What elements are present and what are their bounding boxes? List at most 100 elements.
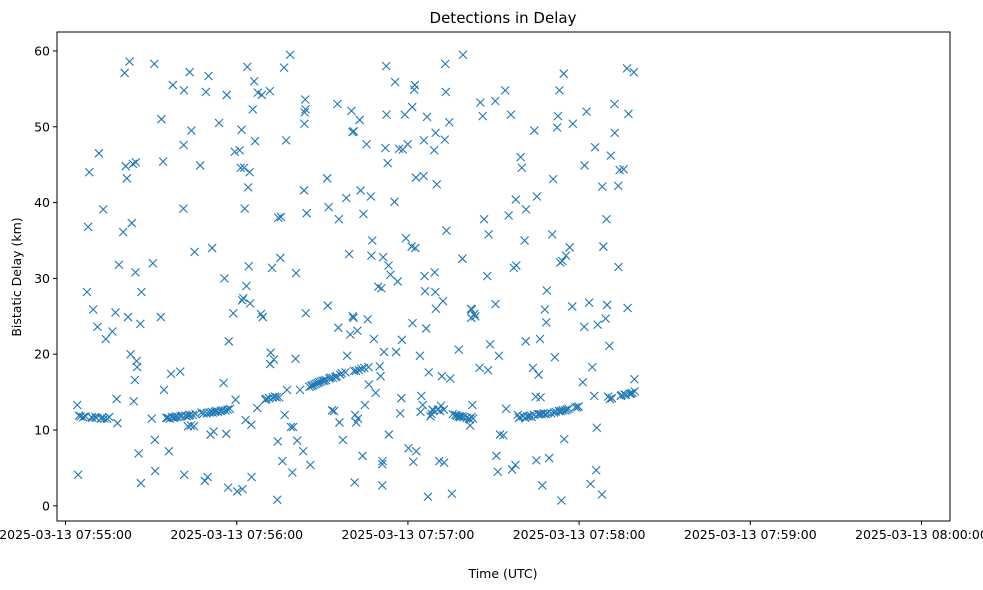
- data-point: [410, 243, 420, 253]
- data-point: [121, 161, 131, 171]
- data-point: [619, 164, 629, 174]
- data-point: [168, 80, 178, 90]
- data-point: [364, 380, 374, 389]
- data-point: [614, 262, 623, 272]
- data-point: [107, 327, 117, 336]
- data-point: [384, 261, 393, 270]
- data-point: [247, 472, 256, 482]
- data-point: [624, 109, 633, 119]
- data-point: [179, 204, 188, 214]
- data-point: [137, 287, 146, 297]
- data-point: [353, 326, 362, 336]
- data-point: [550, 352, 560, 362]
- data-point: [348, 311, 358, 321]
- data-point: [246, 420, 256, 430]
- data-point: [305, 460, 315, 470]
- data-point: [404, 443, 413, 453]
- data-point: [132, 362, 142, 372]
- data-point: [580, 161, 589, 170]
- data-point: [568, 119, 578, 129]
- data-point: [273, 437, 283, 446]
- data-point: [324, 202, 333, 212]
- x-tick-label: 2025-03-13 07:55:00: [0, 527, 132, 542]
- data-point: [467, 305, 477, 314]
- data-point: [459, 412, 468, 422]
- data-point: [586, 479, 595, 489]
- data-point: [411, 446, 421, 456]
- data-point: [129, 396, 139, 406]
- data-point: [220, 274, 229, 283]
- data-point: [430, 287, 440, 297]
- data-point: [122, 173, 132, 183]
- data-point: [493, 467, 503, 477]
- data-point: [342, 351, 352, 361]
- data-point: [279, 63, 289, 73]
- data-points: [72, 50, 640, 505]
- data-point: [266, 348, 276, 358]
- data-point: [470, 309, 479, 319]
- data-point: [440, 135, 450, 145]
- data-point: [506, 110, 516, 120]
- data-point: [341, 193, 351, 203]
- data-point: [360, 400, 370, 410]
- data-point: [610, 99, 619, 109]
- data-point: [300, 107, 310, 117]
- data-point: [298, 446, 308, 456]
- data-point: [501, 404, 511, 414]
- data-point: [540, 305, 550, 314]
- data-point: [382, 110, 391, 120]
- data-point: [267, 263, 277, 273]
- data-point: [395, 408, 405, 418]
- data-point: [420, 286, 430, 296]
- data-point: [131, 267, 140, 277]
- data-point: [591, 465, 601, 475]
- data-point: [421, 324, 431, 333]
- data-point: [238, 484, 247, 494]
- data-point: [590, 142, 600, 152]
- data-point: [424, 368, 434, 377]
- data-point: [553, 111, 563, 121]
- data-point: [431, 304, 441, 314]
- data-point: [349, 126, 359, 136]
- data-point: [408, 457, 418, 467]
- data-point: [295, 385, 305, 395]
- data-point: [376, 371, 385, 381]
- y-tick-label: 40: [34, 195, 50, 210]
- data-point: [257, 90, 267, 100]
- data-point: [281, 136, 291, 145]
- data-point: [156, 312, 166, 322]
- data-point: [447, 489, 457, 499]
- x-axis-label: Time (UTC): [467, 566, 537, 581]
- data-point: [532, 192, 542, 201]
- data-point: [541, 317, 551, 327]
- data-point: [557, 496, 566, 505]
- data-point: [483, 365, 493, 375]
- data-point: [629, 67, 639, 77]
- data-point: [318, 376, 328, 386]
- data-point: [394, 144, 404, 154]
- data-point: [536, 393, 545, 402]
- data-point: [359, 209, 368, 219]
- data-point: [604, 341, 614, 351]
- data-point: [164, 446, 174, 456]
- data-point: [565, 242, 575, 252]
- data-point: [225, 404, 235, 414]
- data-point: [245, 167, 254, 177]
- data-point: [602, 300, 612, 310]
- data-point: [344, 249, 354, 259]
- data-point: [269, 355, 279, 364]
- data-point: [125, 57, 134, 66]
- data-point: [439, 458, 449, 468]
- data-point: [549, 408, 559, 417]
- data-point: [539, 408, 548, 418]
- data-point: [564, 404, 573, 414]
- data-point: [236, 163, 246, 173]
- data-point: [390, 77, 400, 87]
- data-point: [347, 106, 356, 116]
- data-point: [224, 336, 234, 346]
- data-point: [544, 453, 554, 463]
- data-point: [441, 87, 451, 97]
- data-point: [223, 405, 232, 414]
- data-point: [434, 456, 444, 466]
- data-point: [292, 436, 302, 446]
